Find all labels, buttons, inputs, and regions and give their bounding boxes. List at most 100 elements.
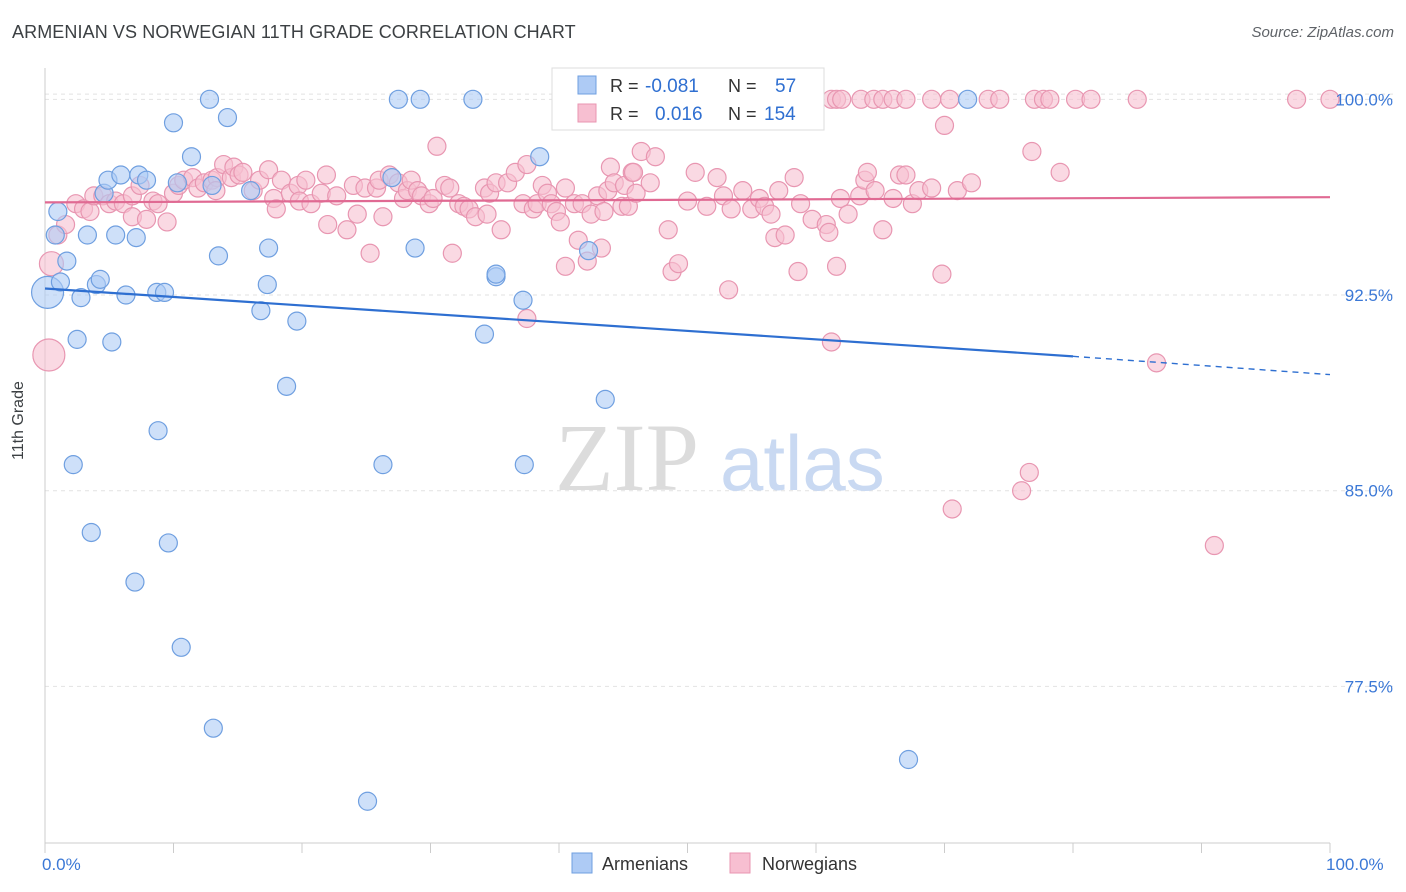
trend-lines: [44, 196, 1331, 376]
norwegian-point: [838, 204, 858, 224]
armenian-point: [126, 228, 146, 248]
norwegian-point: [857, 162, 878, 182]
watermark: ZIP atlas: [555, 404, 885, 511]
norwegian-point: [922, 89, 942, 109]
armenian-point: [595, 389, 615, 409]
norwegian-point: [1011, 481, 1032, 501]
bottom-legend: Armenians Norwegians: [571, 852, 857, 874]
armenian-point: [158, 533, 178, 553]
norwegian-point: [826, 256, 847, 276]
norwegian-point: [626, 183, 646, 203]
stats-legend: R = -0.081 N = 57 R = 0.016 N = 154: [551, 67, 825, 131]
armenian-point: [50, 272, 71, 292]
armenian-point: [167, 173, 187, 193]
armenian-point: [45, 225, 65, 245]
norwegian-point: [258, 160, 279, 180]
norwegian-point: [932, 264, 952, 284]
norwegian-point: [594, 201, 614, 222]
armenians-swatch: [577, 75, 597, 95]
norwegians-trend-line: [44, 196, 1331, 204]
armenian-point: [181, 147, 202, 167]
norwegian-point: [896, 89, 916, 109]
armenian-point: [63, 455, 83, 475]
armenian-point: [67, 329, 87, 349]
norwegian-point: [623, 162, 644, 182]
norwegian-point: [296, 170, 316, 190]
norwegian-point: [697, 196, 717, 216]
y-tick-label: 77.5%: [1345, 677, 1393, 696]
norwegian-point: [266, 199, 286, 219]
norwegian-point: [1050, 162, 1070, 182]
armenians-r-value: -0.081: [645, 76, 699, 97]
y-tick-label: 92.5%: [1345, 286, 1393, 305]
norwegian-point: [427, 136, 447, 156]
armenian-point: [48, 201, 68, 222]
norwegian-point: [555, 178, 576, 198]
norwegian-point: [990, 89, 1010, 109]
axes: [44, 68, 1331, 853]
norwegian-point: [233, 162, 253, 182]
norwegian-point: [961, 173, 982, 193]
armenian-point: [57, 251, 77, 271]
armenian-point: [90, 269, 110, 289]
norwegian-point: [922, 178, 942, 198]
norwegians-n-value: 154: [764, 104, 796, 125]
norwegian-point: [1081, 89, 1101, 109]
legend-norwegians-label: Norwegians: [762, 854, 857, 874]
armenian-point: [530, 147, 550, 167]
armenian-point: [202, 175, 222, 196]
norwegian-point: [80, 201, 100, 222]
norwegian-point: [32, 338, 66, 372]
norwegian-point: [550, 212, 570, 232]
norwegian-point: [517, 308, 537, 329]
watermark-atlas: atlas: [720, 419, 885, 507]
armenian-point: [514, 455, 534, 475]
armenian-point: [276, 376, 297, 396]
norwegians-r-label: R =: [610, 104, 639, 124]
norwegian-point: [347, 204, 367, 224]
norwegian-point: [442, 243, 462, 263]
norwegian-point: [1040, 89, 1060, 109]
armenian-point: [898, 749, 919, 770]
armenian-point: [405, 238, 425, 258]
norwegian-point: [873, 220, 893, 240]
chart-title: ARMENIAN VS NORWEGIAN 11TH GRADE CORRELA…: [12, 22, 576, 42]
norwegian-point: [821, 332, 842, 352]
watermark-zip: ZIP: [555, 404, 699, 511]
legend-armenians-swatch: [571, 852, 593, 874]
norwegian-point: [157, 212, 177, 232]
armenian-point: [102, 332, 122, 352]
norwegians-n-label: N =: [728, 104, 757, 124]
armenian-point: [463, 89, 483, 109]
armenian-point: [257, 274, 277, 295]
norwegian-point: [896, 165, 916, 185]
norwegian-point: [491, 220, 511, 240]
armenian-point: [71, 288, 91, 308]
norwegian-point: [360, 243, 380, 263]
armenian-point: [388, 89, 408, 109]
norwegian-point: [719, 280, 739, 300]
norwegian-point: [733, 181, 753, 201]
norwegian-point: [318, 214, 338, 235]
norwegian-point: [148, 194, 168, 214]
armenian-point: [154, 282, 175, 303]
norwegian-point: [769, 181, 789, 201]
armenian-point: [203, 718, 223, 738]
norwegian-point: [788, 261, 808, 282]
norwegian-point: [373, 207, 393, 227]
armenian-point: [958, 89, 978, 109]
norwegian-point: [1127, 89, 1147, 109]
armenian-point: [111, 165, 131, 185]
norwegian-point: [721, 199, 741, 219]
armenian-point: [373, 455, 393, 475]
armenian-point: [217, 107, 238, 128]
armenian-point: [163, 113, 184, 133]
norwegian-point: [685, 162, 705, 182]
y-tick-labels: 77.5% 85.0% 92.5% 100.0%: [1335, 90, 1393, 696]
armenian-point: [578, 241, 599, 261]
source-label: Source: ZipAtlas.com: [1251, 24, 1394, 41]
norwegian-point: [600, 157, 621, 177]
x-tick-label-min: 0.0%: [42, 855, 81, 874]
norwegian-point: [337, 220, 357, 240]
legend-norwegians-swatch: [729, 852, 751, 874]
